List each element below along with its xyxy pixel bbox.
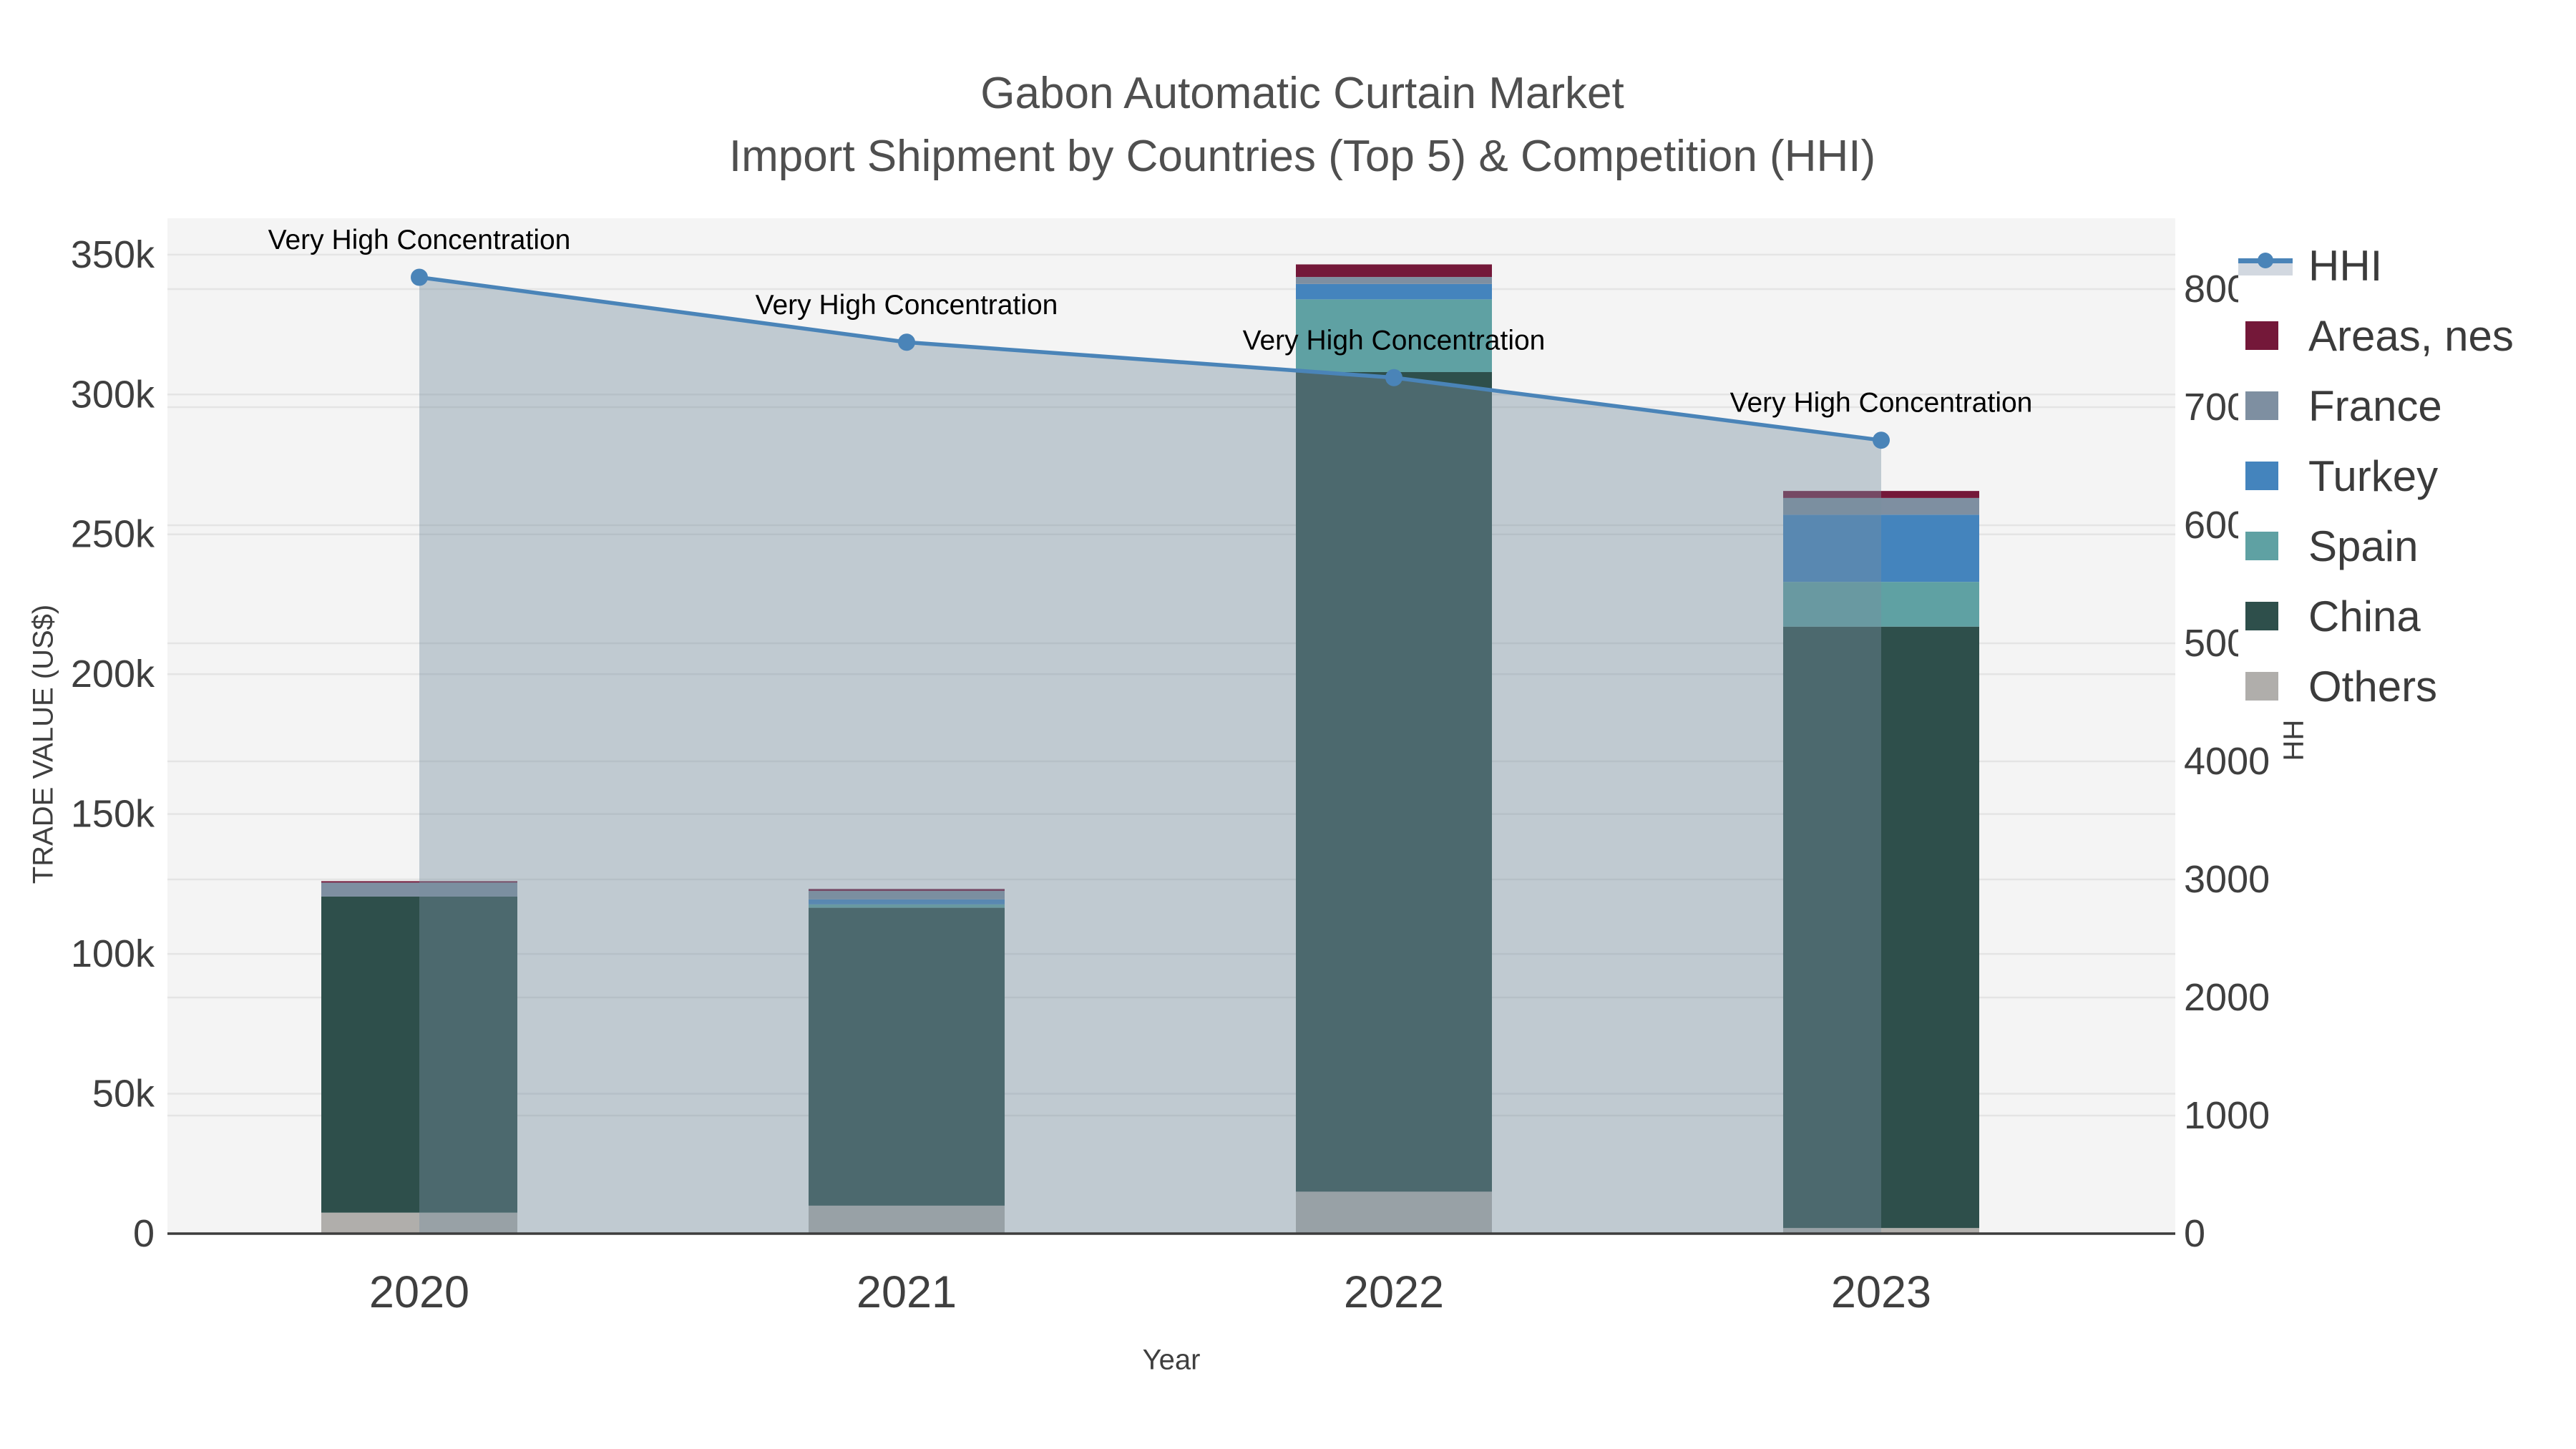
bar-segment-areasnes-2022[interactable] [1296, 264, 1492, 278]
bar-segment-china-2022[interactable] [1296, 372, 1492, 1192]
swatch [2245, 672, 2278, 701]
hhi-line[interactable] [419, 275, 1882, 442]
bar-segment-spain-2023[interactable] [1783, 582, 1979, 627]
y-right-tick-label: 1000 [2184, 1094, 2270, 1137]
y-left-tick-label: 150k [71, 793, 155, 836]
bar-segment-others-2021[interactable] [809, 1205, 1005, 1234]
hhi-area-fill [419, 277, 1881, 1234]
bar-segment-france-2022[interactable] [1296, 277, 1492, 284]
legend-item-turkey[interactable]: Turkey [2238, 441, 2575, 511]
legend-item-china[interactable]: China [2238, 581, 2575, 651]
hhi-marker-2023[interactable] [1873, 431, 1890, 449]
legend-color-swatch-icon [2238, 532, 2293, 560]
legend-label: Areas, nes [2308, 311, 2514, 360]
annotation-very-high-concentration: Very High Concentration [1243, 325, 1546, 356]
legend-label: France [2308, 381, 2442, 430]
legend-item-hhi[interactable]: HHI [2238, 230, 2575, 301]
y-left-tick-label: 350k [71, 233, 155, 276]
swatch [2245, 391, 2278, 420]
legend-item-spain[interactable]: Spain [2238, 511, 2575, 581]
bar-segment-turkey-2023[interactable] [1783, 514, 1979, 582]
y-left-tick-label: 50k [92, 1073, 155, 1116]
bar-segment-turkey-2022[interactable] [1296, 283, 1492, 300]
swatch [2245, 532, 2278, 560]
legend-color-swatch-icon [2238, 321, 2293, 350]
y-right-tick-label: 0 [2184, 1212, 2205, 1255]
legend-item-others[interactable]: Others [2238, 651, 2575, 721]
legend-label: China [2308, 592, 2421, 640]
x-axis-title: Year [1142, 1344, 1201, 1376]
annotation-very-high-concentration: Very High Concentration [756, 290, 1058, 321]
legend-color-swatch-icon [2238, 602, 2293, 630]
y-left-axis-title: TRADE VALUE (US$) [27, 604, 59, 884]
swatch [2245, 462, 2278, 490]
legend-color-swatch-icon [2238, 391, 2293, 420]
bar-segment-france-2021[interactable] [809, 891, 1005, 899]
hhi-marker-2022[interactable] [1385, 369, 1402, 386]
legend-color-swatch-icon [2238, 672, 2293, 701]
legend-label: Spain [2308, 522, 2419, 570]
bar-segment-spain-2021[interactable] [809, 904, 1005, 908]
x-tick-label: 2022 [1344, 1267, 1444, 1317]
hhi-marker-2020[interactable] [411, 268, 428, 286]
bar-segment-areasnes-2023[interactable] [1783, 491, 1979, 498]
hhi-line-swatch-icon [2238, 250, 2293, 281]
legend-label: Others [2308, 662, 2438, 711]
y-left-tick-label: 0 [133, 1212, 155, 1255]
bar-segment-china-2020[interactable] [321, 896, 517, 1213]
legend-item-france[interactable]: France [2238, 371, 2575, 441]
hhi-marker-2021[interactable] [898, 333, 915, 351]
y-left-tick-label: 200k [71, 653, 155, 696]
x-tick-label: 2021 [857, 1267, 957, 1317]
x-tick-label: 2020 [369, 1267, 469, 1317]
bar-segment-areasnes-2020[interactable] [321, 881, 517, 883]
legend-label: Turkey [2308, 452, 2439, 500]
bar-segment-others-2020[interactable] [321, 1212, 517, 1234]
bar-segment-france-2023[interactable] [1783, 497, 1979, 515]
swatch [2245, 602, 2278, 630]
bar-segment-spain-2022[interactable] [1296, 299, 1492, 372]
chart-title: Gabon Automatic Curtain Market [980, 69, 1624, 118]
y-left-tick-label: 100k [71, 932, 155, 975]
annotation-very-high-concentration: Very High Concentration [1730, 388, 2033, 419]
bar-segment-others-2022[interactable] [1296, 1191, 1492, 1234]
bar-segment-china-2021[interactable] [809, 907, 1005, 1206]
bar-segment-china-2023[interactable] [1783, 626, 1979, 1229]
y-left-tick-label: 250k [71, 513, 155, 556]
y-right-tick-label: 4000 [2184, 740, 2270, 783]
bar-segment-turkey-2021[interactable] [809, 899, 1005, 904]
annotation-very-high-concentration: Very High Concentration [268, 225, 571, 255]
bar-segment-france-2020[interactable] [321, 882, 517, 897]
y-right-tick-label: 3000 [2184, 858, 2270, 901]
legend-label: HHI [2308, 241, 2383, 290]
x-tick-label: 2023 [1831, 1267, 1931, 1317]
legend-color-swatch-icon [2238, 462, 2293, 490]
swatch [2245, 321, 2278, 350]
bar-segment-others-2023[interactable] [1783, 1228, 1979, 1234]
bar-segment-areasnes-2021[interactable] [809, 889, 1005, 892]
chart-subtitle: Import Shipment by Countries (Top 5) & C… [728, 132, 1876, 181]
y-left-tick-label: 300k [71, 373, 155, 416]
legend-item-areasnes[interactable]: Areas, nes [2238, 301, 2575, 371]
legend: HHI Areas, nes France Turkey Spain China Other… [2238, 230, 2575, 721]
y-right-tick-label: 2000 [2184, 976, 2270, 1019]
